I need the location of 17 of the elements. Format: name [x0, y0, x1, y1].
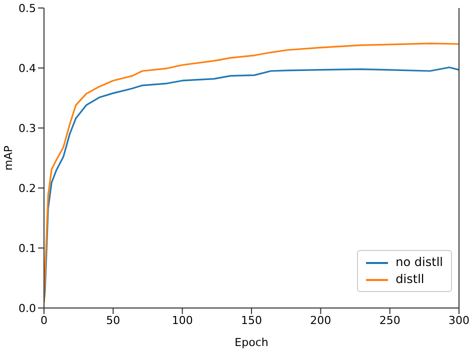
- x-tick-label: 0: [40, 314, 48, 327]
- y-tick-label: 0.3: [18, 122, 36, 135]
- x-tick-label: 150: [241, 314, 262, 327]
- y-tick-label: 0.1: [18, 242, 36, 255]
- x-tick-label: 200: [310, 314, 332, 327]
- y-axis-title: mAP: [2, 145, 15, 170]
- y-tick-label: 0.4: [18, 62, 36, 75]
- x-tick-label: 50: [106, 314, 120, 327]
- x-tick-label: 250: [379, 314, 400, 327]
- x-tick-label: 300: [448, 314, 470, 327]
- x-tick-label: 100: [172, 314, 193, 327]
- y-tick-label: 0.2: [18, 182, 36, 195]
- legend-label: distll: [396, 271, 424, 288]
- y-tick-label: 0.5: [18, 2, 36, 15]
- x-axis-title: Epoch: [234, 336, 268, 349]
- legend-label: no distll: [396, 254, 443, 271]
- y-tick-label: 0.0: [18, 302, 36, 315]
